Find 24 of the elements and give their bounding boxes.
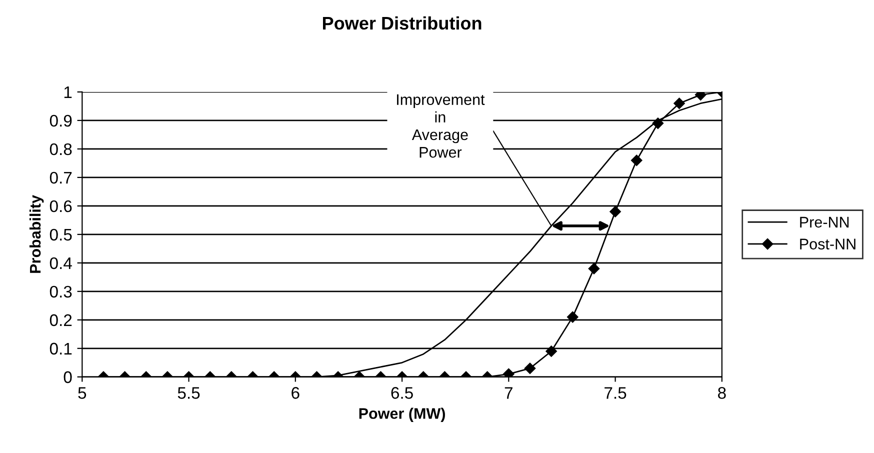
y-tick-label: 0.3 (50, 286, 72, 298)
x-axis-title: Power (MW) (359, 408, 445, 422)
x-tick-label: 6 (292, 387, 300, 399)
y-tick-label: 0.5 (50, 228, 72, 241)
x-tick-label: 5 (78, 387, 86, 399)
chart-title: Power Distribution (323, 16, 482, 30)
legend-label: Pre-NN (800, 216, 849, 228)
y-tick-label: 0.6 (50, 200, 72, 212)
y-tick-label: 0.2 (50, 314, 72, 326)
y-tick-label: 1 (64, 86, 72, 98)
y-tick-label: 0.4 (50, 257, 72, 270)
annotation: Improvement in Average Power (397, 94, 485, 158)
y-tick-label: 0.8 (50, 143, 72, 156)
x-tick-label: 6.5 (391, 387, 413, 399)
y-axis-title: Probability (29, 195, 44, 273)
y-tick-label: 0 (64, 371, 72, 384)
x-tick-label: 8 (718, 387, 726, 399)
x-tick-label: 5.5 (178, 387, 200, 399)
x-tick-label: 7.5 (604, 387, 626, 399)
y-tick-label: 0.7 (50, 172, 72, 184)
x-tick-label: 7 (504, 387, 512, 399)
legend-label: Post-NN (800, 238, 856, 250)
y-tick-label: 0.1 (50, 342, 72, 355)
y-tick-label: 0.9 (50, 114, 72, 127)
